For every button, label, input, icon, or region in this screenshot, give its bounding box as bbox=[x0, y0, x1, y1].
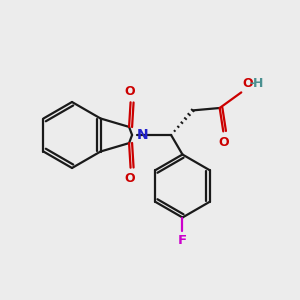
Text: H: H bbox=[253, 77, 263, 90]
Text: O: O bbox=[125, 172, 135, 184]
Text: O: O bbox=[125, 85, 135, 98]
Text: O: O bbox=[243, 77, 254, 90]
Text: F: F bbox=[178, 234, 187, 247]
Text: O: O bbox=[218, 136, 229, 149]
Text: -: - bbox=[249, 77, 254, 90]
Text: N: N bbox=[136, 128, 148, 142]
